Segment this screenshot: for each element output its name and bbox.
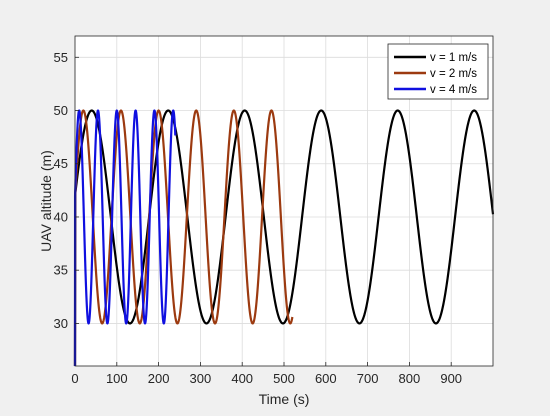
x-tick-label: 200 bbox=[148, 371, 170, 386]
y-tick-label: 55 bbox=[54, 50, 68, 65]
series-line-3 bbox=[73, 109, 177, 367]
y-tick-label: 45 bbox=[54, 156, 68, 171]
x-tick-label: 300 bbox=[190, 371, 212, 386]
series-layer bbox=[73, 109, 495, 367]
y-tick-label: 30 bbox=[54, 316, 68, 331]
x-tick-label: 0 bbox=[71, 371, 78, 386]
y-tick-label: 40 bbox=[54, 209, 68, 224]
x-tick-label: 900 bbox=[440, 371, 462, 386]
legend-label-v4: v = 4 m/s bbox=[430, 84, 477, 96]
y-tick-label: 50 bbox=[54, 103, 68, 118]
x-tick-label: 400 bbox=[231, 371, 253, 386]
y-axis-label: UAV altitude (m) bbox=[38, 150, 54, 252]
series-line-1 bbox=[73, 109, 495, 367]
x-tick-label: 100 bbox=[106, 371, 128, 386]
axis-ticks: 0 100 200 300 400 500 600 700 800 900 30 35 40 45 50 55 bbox=[54, 50, 463, 386]
legend-label-v2: v = 2 m/s bbox=[430, 68, 477, 80]
x-tick-label: 500 bbox=[273, 371, 295, 386]
x-tick-label: 800 bbox=[399, 371, 421, 386]
y-tick-label: 35 bbox=[54, 263, 68, 278]
x-tick-label: 700 bbox=[357, 371, 379, 386]
legend-label-v1: v = 1 m/s bbox=[430, 52, 477, 64]
x-tick-label: 600 bbox=[315, 371, 337, 386]
legend: v = 1 m/s v = 2 m/s v = 4 m/s bbox=[387, 43, 489, 100]
x-axis-label: Time (s) bbox=[259, 391, 310, 407]
